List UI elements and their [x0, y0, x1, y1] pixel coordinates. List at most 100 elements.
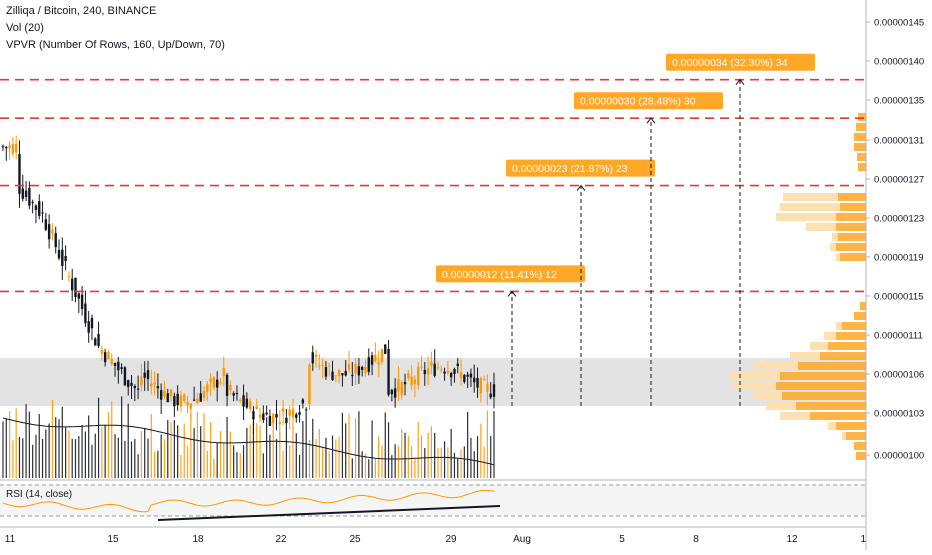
vp-row-up [836, 213, 866, 221]
vp-row-down [780, 203, 840, 211]
price-axis[interactable]: 0.00000145 0.00000140 0.00000135 0.00000131… [865, 0, 932, 550]
candle-body [74, 277, 77, 298]
time-tick-label: 1 [860, 534, 866, 545]
candle-body [446, 370, 450, 373]
vp-row-up [836, 332, 866, 340]
target-tag-bg [574, 92, 723, 110]
volume-bar [22, 438, 24, 478]
candle-body [324, 367, 328, 377]
candle-body [133, 386, 137, 389]
candle-body [8, 145, 11, 149]
candle-body [5, 146, 8, 149]
volume-bar [167, 419, 169, 478]
volume-bar [338, 436, 340, 478]
vp-row-up [858, 113, 866, 121]
volume-bar [28, 411, 30, 478]
candle-body [215, 379, 219, 388]
candle-body [304, 409, 308, 411]
volume-bar [411, 446, 413, 478]
candle-body [143, 372, 146, 378]
time-tick-label: 25 [349, 534, 361, 545]
vp-row-up [860, 302, 866, 310]
time-tick-label: 8 [693, 534, 699, 545]
price-tick-label: 0.00000111 [874, 331, 923, 342]
volume-bar [41, 439, 44, 478]
target-tag-label: 0.00000023 (21.87%) 23 [512, 163, 628, 175]
price-tick-label: 0.00000100 [874, 451, 924, 462]
volume-bar [440, 447, 442, 478]
volume-bar [401, 429, 403, 478]
vp-row-down [830, 243, 836, 251]
volume-bar [289, 445, 291, 478]
candle-body [453, 368, 456, 374]
candle-body [176, 393, 179, 406]
time-axis[interactable]: 11 15 18 22 25 29 Aug 5 8 12 1 [0, 526, 866, 545]
vp-row-up [810, 412, 866, 420]
volume-bar [229, 431, 231, 478]
volume-bar [460, 449, 462, 478]
volume-bar [48, 423, 50, 478]
volume-bar [312, 418, 314, 478]
volume-bar [18, 436, 21, 478]
volume-bar [467, 411, 469, 478]
price-tick-label: 0.00000123 [874, 214, 924, 225]
candle-body [222, 368, 225, 377]
price-tick-label: 0.00000135 [874, 96, 924, 107]
rsi-trendline [157, 505, 501, 521]
volume-bar [384, 412, 386, 478]
candle-body [173, 396, 176, 407]
rsi-band [0, 485, 866, 516]
volume-bar [84, 431, 86, 478]
vp-row-up [840, 203, 866, 211]
volume-bar [292, 424, 294, 478]
volume-bar [91, 444, 93, 478]
candle-body [51, 229, 54, 234]
volume-bar [490, 436, 492, 478]
volume-bar [177, 425, 179, 478]
vp-row-down [790, 352, 820, 360]
candle-body [413, 379, 417, 384]
candle-body [229, 385, 232, 390]
volume-bar [315, 438, 317, 478]
candle-body [328, 365, 331, 367]
volume-bar [190, 413, 192, 478]
vp-row-up [836, 243, 866, 251]
candle-body [100, 350, 104, 354]
vp-row-down [780, 412, 810, 420]
volume-bar [335, 439, 337, 478]
volume-bar [361, 451, 363, 478]
candle-body [440, 369, 443, 371]
candle-body [61, 249, 64, 266]
vp-row-down [783, 193, 838, 201]
volume-bar [173, 420, 175, 478]
volume-bar [322, 447, 324, 478]
volume-bar [32, 444, 34, 478]
vp-row-down [730, 372, 780, 380]
candle-body [367, 357, 370, 372]
volume-bar [94, 433, 96, 478]
volume-bar [61, 406, 63, 478]
vp-row-down [832, 233, 838, 241]
volume-bar [404, 432, 406, 478]
target-arrow-head [735, 78, 745, 86]
candle-body [153, 382, 156, 385]
vp-row-up [796, 402, 866, 410]
volume-bar [101, 427, 103, 478]
candle-body [159, 390, 163, 400]
candle-body [107, 352, 110, 360]
target-tag-label: 0.00000034 (32.30%) 34 [672, 57, 788, 69]
candle-body [28, 187, 31, 206]
candle-body [1, 146, 5, 148]
volume-bar [420, 435, 423, 478]
volume-bar [107, 412, 110, 478]
volume-bar [298, 455, 301, 478]
candle-body [318, 365, 321, 367]
volume-bar [68, 430, 70, 478]
candle-body [469, 373, 473, 378]
candle-body [285, 417, 288, 423]
chart-title: Zilliqa / Bitcoin, 240, BINANCE [6, 5, 157, 17]
candle-body [136, 388, 140, 390]
time-tick-label: 12 [786, 534, 798, 545]
